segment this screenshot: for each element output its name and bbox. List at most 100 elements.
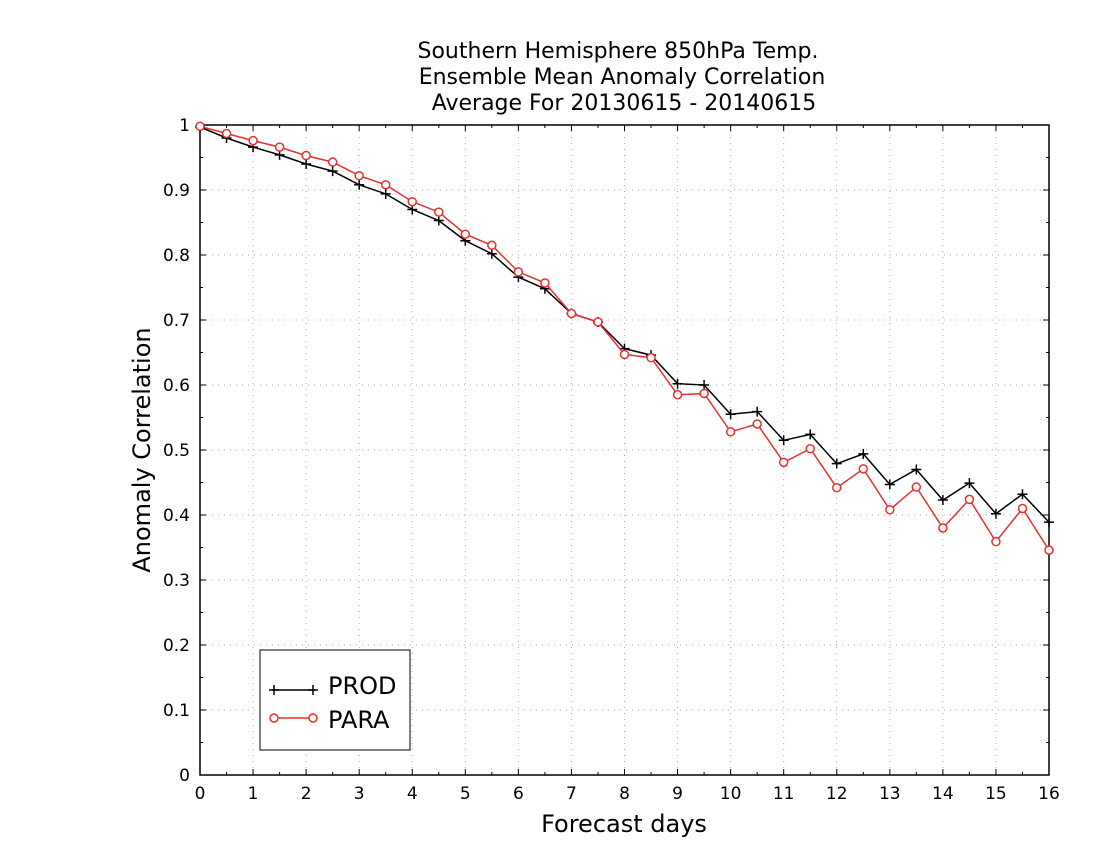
para-point-32 <box>1044 545 1054 555</box>
para-point-27 <box>911 482 922 492</box>
para-point-20 <box>725 427 736 437</box>
y-tick-label-5: 0.5 <box>163 441 190 461</box>
grid-lines <box>200 125 1049 775</box>
para-point-2 <box>248 135 258 146</box>
x-tick-label-2: 2 <box>301 784 312 804</box>
legend-marker-para-left <box>269 713 279 723</box>
x-tick-label-4: 4 <box>407 784 418 804</box>
y-tick-label-7: 0.7 <box>163 311 190 331</box>
prod-point-21 <box>752 406 763 417</box>
para-point-28 <box>938 523 948 533</box>
para-point-6 <box>354 170 364 181</box>
y-tick-label-3: 0.3 <box>163 571 190 591</box>
x-tick-label-11: 11 <box>773 784 795 804</box>
para-point-14 <box>566 308 577 319</box>
prod-point-18 <box>672 378 683 389</box>
x-tick-label-13: 13 <box>879 784 901 804</box>
para-point-13 <box>540 278 550 288</box>
prod-point-31 <box>1017 489 1028 500</box>
x-tick-label-12: 12 <box>826 784 848 804</box>
chart-title-line-1: Southern Hemisphere 850hPa Temp. <box>418 39 819 64</box>
prod-point-30 <box>990 508 1001 519</box>
para-point-9 <box>434 207 444 217</box>
prod-point-6 <box>354 179 365 190</box>
x-tick-label-15: 15 <box>985 784 1007 804</box>
para-point-21 <box>752 419 762 429</box>
para-point-25 <box>858 464 869 474</box>
para-point-29 <box>964 494 975 505</box>
prod-point-5 <box>327 166 338 177</box>
x-tick-label-9: 9 <box>672 784 683 804</box>
series-line-para <box>199 125 1050 551</box>
y-axis-label: Anomaly Correlation <box>128 327 156 572</box>
para-point-19 <box>699 388 709 399</box>
para-point-3 <box>274 142 285 152</box>
prod-point-32 <box>1044 517 1054 528</box>
prod-point-25 <box>858 448 869 459</box>
y-tick-label-6: 0.6 <box>163 376 190 396</box>
para-point-4 <box>301 150 311 161</box>
legend-box <box>259 649 411 751</box>
prod-point-28 <box>937 495 948 506</box>
prod-point-24 <box>831 458 842 469</box>
x-tick-label-14: 14 <box>932 784 954 804</box>
para-point-26 <box>885 505 895 515</box>
para-point-15 <box>593 317 603 327</box>
chart-title-line-3: Average For 20130615 - 20140615 <box>432 91 817 116</box>
y-tick-label-10: 1 <box>179 116 190 136</box>
para-point-12 <box>513 267 524 277</box>
para-point-11 <box>487 240 497 250</box>
y-tick-label-0: 0 <box>179 766 190 786</box>
prod-point-23 <box>805 429 816 440</box>
para-point-16 <box>619 349 630 360</box>
para-point-23 <box>805 443 815 454</box>
para-point-1 <box>221 128 232 139</box>
para-point-8 <box>407 196 417 207</box>
y-tick-label-8: 0.8 <box>163 246 190 266</box>
x-axis-label: Forecast days <box>541 810 707 838</box>
para-point-18 <box>672 390 683 400</box>
legend-marker-para-right <box>308 713 318 723</box>
para-point-31 <box>1017 503 1028 514</box>
legend-marker-prod-left <box>269 685 279 695</box>
y-tick-label-4: 0.4 <box>163 506 190 526</box>
legend-label-prod: PROD <box>328 672 397 700</box>
para-point-22 <box>778 457 789 468</box>
chart-title-line-2: Ensemble Mean Anomaly Correlation <box>419 65 826 90</box>
legend-swatches <box>269 685 318 723</box>
x-tick-label-0: 0 <box>195 784 206 804</box>
x-tick-label-10: 10 <box>720 784 742 804</box>
prod-point-19 <box>699 380 710 390</box>
legend-marker-prod-right <box>308 685 318 695</box>
series-prod <box>195 121 1054 528</box>
series-line-prod <box>199 126 1050 523</box>
x-tick-label-6: 6 <box>513 784 524 804</box>
x-tick-label-7: 7 <box>566 784 577 804</box>
legend: PROD PARA <box>259 649 411 751</box>
prod-point-20 <box>725 409 736 420</box>
para-point-0 <box>195 121 205 132</box>
x-tick-label-3: 3 <box>354 784 365 804</box>
x-tick-label-16: 16 <box>1038 784 1060 804</box>
prod-point-29 <box>964 478 975 489</box>
para-point-5 <box>327 157 338 167</box>
prod-point-22 <box>778 435 789 446</box>
para-point-17 <box>646 352 656 363</box>
prod-point-7 <box>380 188 391 199</box>
prod-point-9 <box>433 215 444 226</box>
y-tick-label-9: 0.9 <box>163 181 190 201</box>
y-tick-label-2: 0.2 <box>163 636 190 656</box>
x-tick-label-5: 5 <box>460 784 471 804</box>
y-tick-label-1: 0.1 <box>163 701 190 721</box>
legend-label-para: PARA <box>328 706 390 734</box>
para-point-10 <box>460 229 471 239</box>
x-tick-label-8: 8 <box>619 784 630 804</box>
prod-point-4 <box>301 159 312 169</box>
para-point-7 <box>380 180 391 190</box>
prod-point-11 <box>486 248 497 259</box>
series-para <box>195 121 1054 555</box>
series-layer <box>195 121 1054 555</box>
para-point-30 <box>991 536 1001 547</box>
x-tick-label-1: 1 <box>248 784 259 804</box>
